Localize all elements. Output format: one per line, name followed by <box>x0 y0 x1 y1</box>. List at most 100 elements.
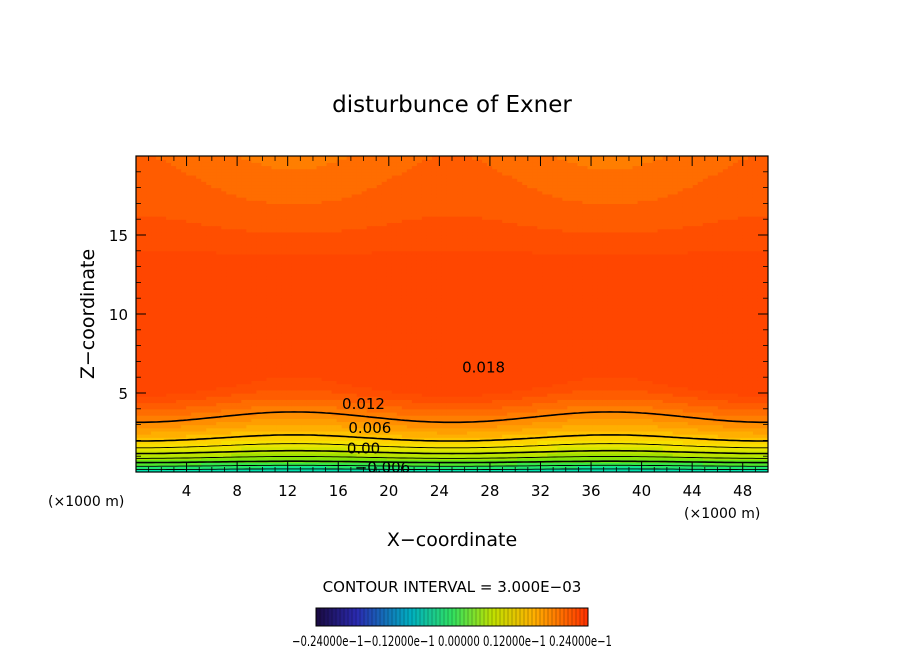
field-cell <box>251 456 257 460</box>
field-cell <box>171 228 177 233</box>
field-cell <box>176 329 182 334</box>
field-cell <box>231 228 237 233</box>
field-cell <box>321 174 328 179</box>
field-cell <box>161 253 167 258</box>
field-cell <box>151 361 157 366</box>
field-cell <box>231 358 237 362</box>
field-cell <box>176 235 182 239</box>
field-cell <box>161 288 167 293</box>
field-cell <box>161 380 167 385</box>
field-cell <box>271 241 278 246</box>
field-cell <box>206 263 212 268</box>
field-cell <box>181 323 187 328</box>
field-cell <box>161 396 167 400</box>
field-cell <box>166 449 172 454</box>
field-cell <box>226 440 232 445</box>
field-cell <box>176 206 182 211</box>
field-cell <box>331 437 338 441</box>
field-cell <box>271 370 278 375</box>
field-cell <box>306 323 313 328</box>
field-cell <box>236 298 242 302</box>
field-cell <box>261 260 268 265</box>
field-cell <box>276 446 283 451</box>
field-cell <box>221 396 227 400</box>
field-cell <box>326 263 333 268</box>
field-cell <box>231 348 237 353</box>
field-cell <box>281 187 288 192</box>
field-cell <box>216 317 222 321</box>
field-cell <box>186 238 192 242</box>
field-cell <box>161 370 167 375</box>
field-cell <box>231 399 237 404</box>
field-cell <box>341 342 348 347</box>
field-cell <box>176 260 182 265</box>
field-cell <box>151 228 157 233</box>
field-cell <box>306 216 313 220</box>
field-cell <box>216 244 222 249</box>
field-cell <box>336 374 343 378</box>
field-cell <box>261 209 268 214</box>
field-cell <box>211 405 217 410</box>
field-cell <box>251 389 257 394</box>
field-cell <box>326 272 333 277</box>
field-cell <box>296 184 303 189</box>
field-cell <box>186 156 192 160</box>
field-cell <box>136 370 142 375</box>
field-cell <box>226 427 232 432</box>
field-cell <box>201 159 207 163</box>
field-cell <box>141 276 147 280</box>
field-cell <box>296 437 303 441</box>
field-cell <box>331 386 338 391</box>
field-cell <box>301 421 308 426</box>
field-cell <box>156 276 162 280</box>
field-cell <box>336 298 343 302</box>
field-cell <box>296 216 303 220</box>
field-cell <box>151 276 157 280</box>
field-cell <box>201 386 207 391</box>
field-cell <box>231 263 237 268</box>
field-cell <box>311 282 318 287</box>
field-cell <box>216 462 222 467</box>
field-cell <box>246 295 252 299</box>
field-cell <box>336 456 343 460</box>
field-cell <box>301 456 308 460</box>
field-cell <box>141 459 147 464</box>
field-cell <box>286 219 293 223</box>
field-cell <box>141 393 147 397</box>
field-cell <box>151 453 157 457</box>
field-cell <box>206 405 212 410</box>
field-cell <box>141 307 147 312</box>
field-cell <box>211 203 217 208</box>
field-cell <box>171 329 177 334</box>
field-cell <box>151 396 157 400</box>
field-cell <box>201 358 207 362</box>
field-cell <box>296 197 303 201</box>
field-cell <box>226 257 232 261</box>
field-cell <box>271 228 278 233</box>
field-cell <box>176 396 182 400</box>
field-cell <box>236 370 242 375</box>
field-cell <box>226 415 232 419</box>
field-cell <box>271 393 278 397</box>
field-cell <box>326 174 333 179</box>
field-cell <box>311 288 318 293</box>
field-cell <box>326 342 333 347</box>
field-cell <box>241 427 247 432</box>
field-cell <box>251 345 257 350</box>
field-cell <box>146 263 152 268</box>
field-cell <box>151 430 157 435</box>
field-cell <box>151 459 157 464</box>
field-cell <box>226 386 232 391</box>
field-cell <box>266 329 273 334</box>
field-cell <box>251 317 257 321</box>
field-cell <box>291 310 298 315</box>
field-cell <box>231 370 237 375</box>
field-cell <box>226 295 232 299</box>
field-cell <box>211 326 217 331</box>
field-cell <box>151 263 157 268</box>
field-cell <box>161 298 167 302</box>
field-cell <box>206 386 212 391</box>
field-cell <box>246 421 252 426</box>
field-cell <box>241 446 247 451</box>
field-cell <box>161 332 167 337</box>
